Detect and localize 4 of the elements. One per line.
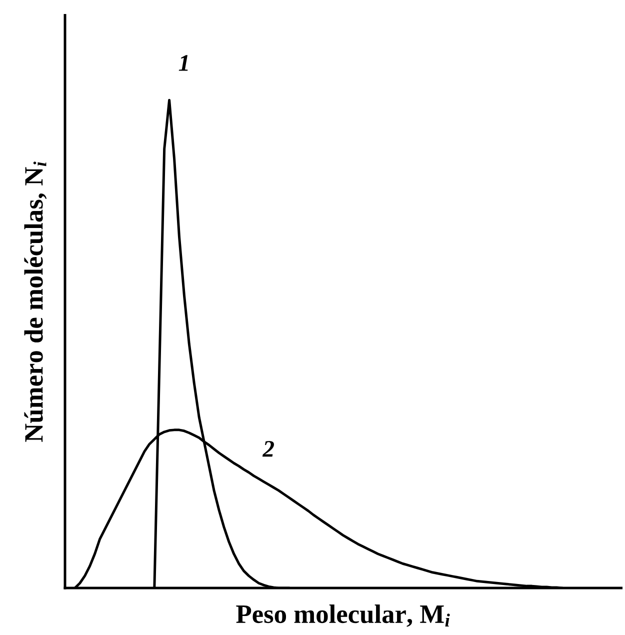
y-axis-title: Número de moléculas, N$_{i}$ (24, 162, 47, 442)
x-axis-title: Peso molecular, M$_{i}$ (236, 604, 450, 627)
series-label: 1 (178, 55, 188, 71)
series-label: 2 (262, 440, 274, 457)
